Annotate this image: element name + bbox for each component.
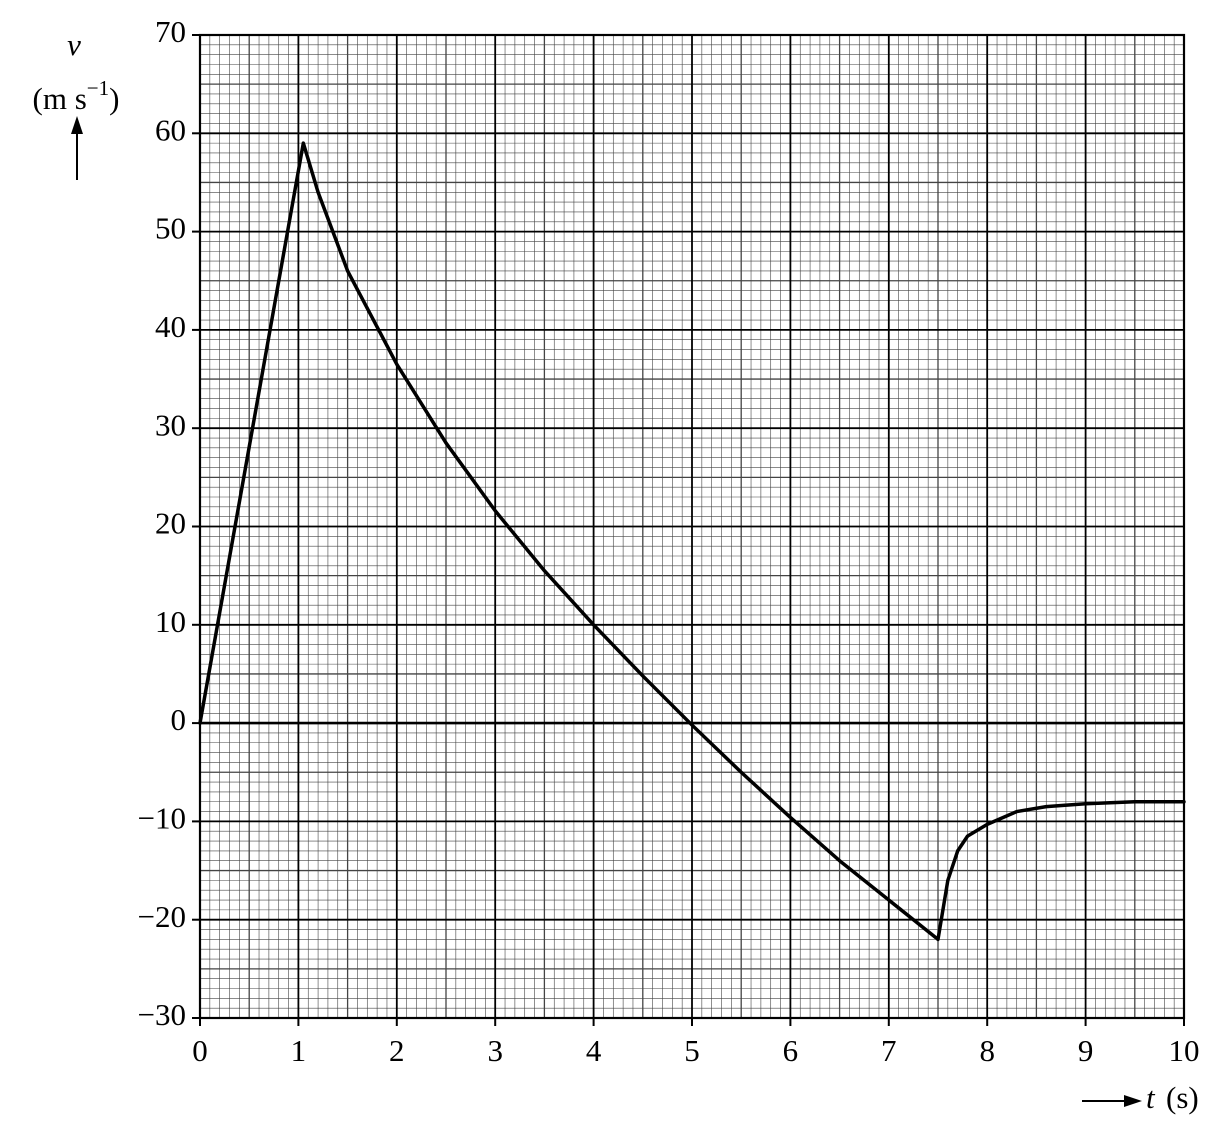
x-tick-label: 8	[979, 1033, 995, 1068]
x-axis-unit: (s)	[1166, 1080, 1199, 1115]
y-axis-label: v	[67, 27, 81, 62]
x-tick-label: 7	[881, 1033, 897, 1068]
y-arrow-head	[71, 116, 83, 134]
x-tick-label: 3	[487, 1033, 503, 1068]
y-tick-label: 30	[155, 407, 186, 442]
x-tick-label: 5	[684, 1033, 700, 1068]
x-arrow-head	[1124, 1095, 1142, 1107]
x-tick-label: 0	[192, 1033, 208, 1068]
y-tick-label: −10	[138, 801, 186, 836]
x-tick-label: 1	[291, 1033, 307, 1068]
y-tick-label: 40	[155, 309, 186, 344]
plot-frame	[198, 33, 1186, 1020]
y-tick-label: −20	[138, 899, 186, 934]
curve	[198, 141, 1186, 942]
x-tick-label: 6	[783, 1033, 799, 1068]
y-unit-close: )	[109, 81, 119, 116]
y-tick-label: 70	[155, 14, 186, 49]
y-tick-label: −30	[138, 997, 186, 1032]
y-tick-label: 20	[155, 506, 186, 541]
x-tick-label: 4	[586, 1033, 602, 1068]
x-axis-label: t	[1146, 1080, 1156, 1115]
y-axis-unit: (m s−1)	[33, 76, 120, 116]
y-tick-label: 0	[171, 702, 187, 737]
y-unit: (m s	[33, 81, 87, 116]
y-unit-exponent: −1	[87, 76, 109, 100]
x-tick-label: 10	[1169, 1033, 1200, 1068]
y-tick-label: 60	[155, 112, 186, 147]
y-tick-label: 10	[155, 604, 186, 639]
x-tick-label: 9	[1078, 1033, 1094, 1068]
y-tick-label: 50	[155, 211, 186, 246]
x-tick-label: 2	[389, 1033, 405, 1068]
